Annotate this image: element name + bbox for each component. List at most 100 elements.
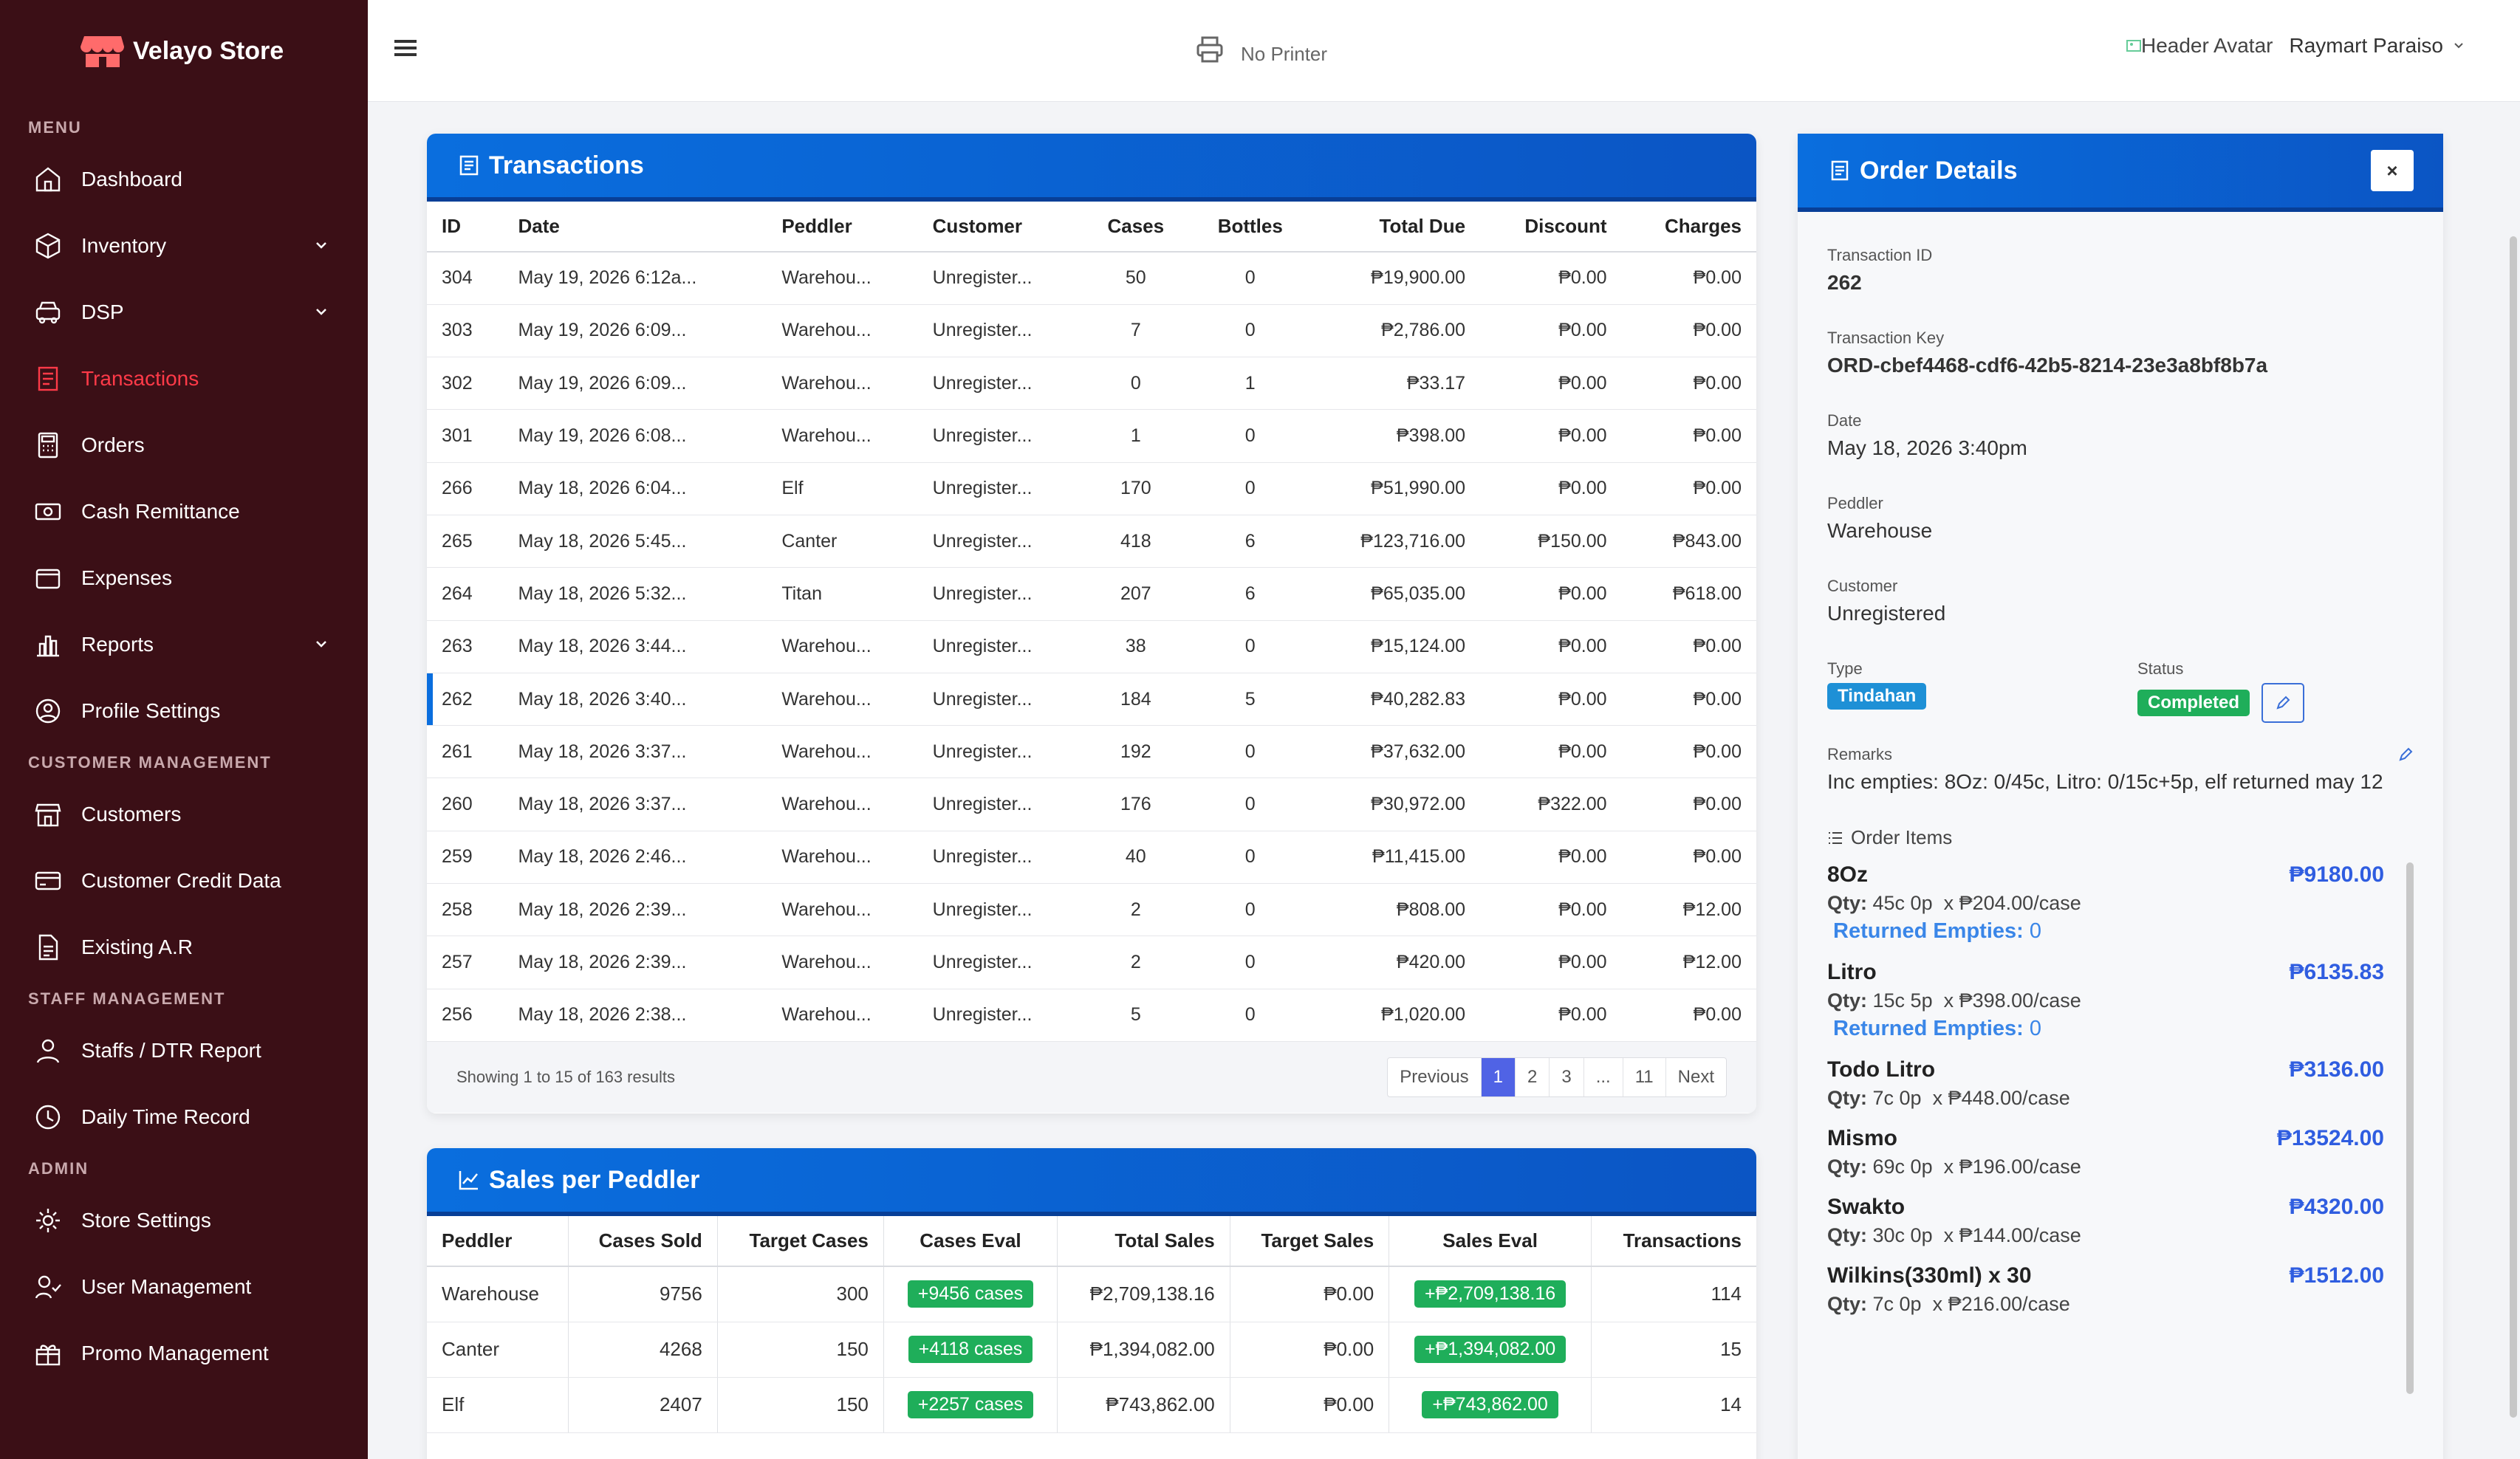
brand[interactable]: Velayo Store [0,0,368,102]
table-row[interactable]: 304 May 19, 2026 6:12a... Warehou... Unregi… [427,252,1756,305]
table-row[interactable]: 257 May 18, 2026 2:39... Warehou... Unregis… [427,936,1756,989]
cell-customer: Unregister... [917,515,1081,569]
cell-peddler: Warehou... [767,725,918,779]
page-button-11[interactable]: 11 [1623,1057,1666,1096]
column-header-id[interactable]: ID [427,202,504,253]
sidebar-item-staffs-dtr-report[interactable]: Staffs / DTR Report [0,1017,368,1084]
sidebar-item-label: Store Settings [81,1209,211,1232]
table-row[interactable]: Elf 2407 150 +2257 cases ₱743,862.00 ₱0.00 +₱7… [427,1377,1756,1433]
cell-id: 263 [427,620,504,673]
cell-peddler: Warehouse [427,1266,569,1322]
column-header-total-sales[interactable]: Total Sales [1057,1216,1230,1267]
sidebar-item-customer-credit-data[interactable]: Customer Credit Data [0,848,368,914]
section-staff-management: STAFF MANAGEMENT [28,989,226,1008]
cell-discount: ₱0.00 [1480,357,1622,411]
page-button-next[interactable]: Next [1677,1066,1714,1087]
column-header-sales-eval[interactable]: Sales Eval [1389,1216,1592,1267]
cell-total-due: ₱33.17 [1309,357,1481,411]
page-button-previous[interactable]: Previous [1388,1057,1482,1096]
sidebar-item-dsp[interactable]: DSP [0,279,368,346]
page-button-1[interactable]: 1 [1481,1057,1516,1096]
cell-date: May 18, 2026 3:44... [503,620,767,673]
table-row[interactable]: 301 May 19, 2026 6:08... Warehou... Unregis… [427,409,1756,463]
close-button[interactable]: × [2371,150,2414,191]
sidebar-item-store-settings[interactable]: Store Settings [0,1187,368,1254]
qty-label: Qty: [1827,892,1867,914]
page-button-ellipsis[interactable]: ... [1584,1057,1623,1096]
column-header-cases[interactable]: Cases [1081,202,1191,253]
page-button-2[interactable]: 2 [1516,1057,1550,1096]
edit-remarks-icon[interactable] [2397,746,2414,763]
column-header-target-sales[interactable]: Target Sales [1230,1216,1390,1267]
sidebar-item-label: Profile Settings [81,699,221,722]
cell-id: 260 [427,777,504,831]
column-header-peddler[interactable]: Peddler [767,202,918,253]
page-scrollbar[interactable] [2510,236,2517,1418]
sidebar-item-transactions[interactable]: Transactions [0,346,368,412]
column-header-bottles[interactable]: Bottles [1190,202,1310,253]
column-header-customer[interactable]: Customer [917,202,1081,253]
table-row[interactable]: 265 May 18, 2026 5:45... Canter Unregister.… [427,515,1756,569]
item-qty: 7c 0p [1872,1293,1922,1315]
column-header-target-cases[interactable]: Target Cases [717,1216,884,1267]
cell-charges: ₱0.00 [1621,304,1756,358]
table-row[interactable]: Warehouse 9756 300 +9456 cases ₱2,709,138.16… [427,1266,1756,1322]
top-header: No Printer Header Avatar Raymart Paraiso [368,0,2520,102]
table-row[interactable]: 262 May 18, 2026 3:40... Warehou... Unregis… [427,673,1756,727]
cell-peddler: Warehou... [767,409,918,463]
sidebar-item-profile-settings[interactable]: Profile Settings [0,678,368,744]
sidebar-item-user-management[interactable]: User Management [0,1254,368,1320]
table-row[interactable]: 266 May 18, 2026 6:04... Elf Unregister... 1… [427,462,1756,515]
edit-status-button[interactable] [2262,683,2305,723]
sidebar-item-daily-time-record[interactable]: Daily Time Record [0,1084,368,1150]
box-icon [35,233,61,259]
document-icon [38,934,58,961]
column-header-charges[interactable]: Charges [1621,202,1756,253]
sidebar-item-promo-management[interactable]: Promo Management [0,1320,368,1387]
returned-empties-label: Returned Empties: [1833,1017,2024,1040]
hamburger-icon[interactable] [394,38,417,58]
items-scrollbar[interactable] [2406,862,2414,1394]
cell-cases-sold: 2407 [568,1377,718,1433]
table-row[interactable]: 258 May 18, 2026 2:39... Warehou... Unregis… [427,883,1756,937]
table-row[interactable]: 302 May 19, 2026 6:09... Warehou... Unregis… [427,357,1756,411]
sidebar-item-reports[interactable]: Reports [0,611,368,678]
sidebar-item-label: Orders [81,433,145,456]
table-row[interactable]: 260 May 18, 2026 3:37... Warehou... Unregis… [427,777,1756,831]
status-label: Status [2137,659,2184,678]
sidebar-item-expenses[interactable]: Expenses [0,545,368,611]
table-row[interactable]: 256 May 18, 2026 2:38... Warehou... Unregis… [427,989,1756,1042]
column-header-date[interactable]: Date [503,202,767,253]
printer-status[interactable]: No Printer [1195,32,1327,66]
sidebar-item-inventory[interactable]: Inventory [0,213,368,279]
cell-peddler: Warehou... [767,989,918,1042]
column-header-transactions[interactable]: Transactions [1591,1216,1756,1267]
table-row[interactable]: 263 May 18, 2026 3:44... Warehou... Unregis… [427,620,1756,673]
column-header-cases-sold[interactable]: Cases Sold [568,1216,718,1267]
cell-bottles: 0 [1190,725,1310,779]
user-menu[interactable]: Header Avatar Raymart Paraiso [2126,34,2465,58]
sidebar-item-cash-remittance[interactable]: Cash Remittance [0,478,368,545]
sidebar-item-dashboard[interactable]: Dashboard [0,146,368,213]
table-row[interactable]: 264 May 18, 2026 5:32... Titan Unregister..… [427,567,1756,621]
cell-total-due: ₱19,900.00 [1309,252,1481,305]
column-header-total-due[interactable]: Total Due [1309,202,1481,253]
sidebar-item-orders[interactable]: Orders [0,412,368,478]
item-price: ₱6135.83 [2289,960,2384,984]
cell-peddler: Warehou... [767,252,918,305]
cell-customer: Unregister... [917,777,1081,831]
cell-cases: 176 [1081,777,1191,831]
sidebar-item-existing-a-r[interactable]: Existing A.R [0,914,368,981]
column-header-peddler[interactable]: Peddler [427,1216,569,1267]
cell-cases-sold: 9756 [568,1266,718,1322]
table-row[interactable]: 259 May 18, 2026 2:46... Warehou... Unregis… [427,831,1756,885]
column-header-discount[interactable]: Discount [1480,202,1622,253]
item-price: ₱1512.00 [2289,1263,2384,1288]
page-button-3[interactable]: 3 [1550,1057,1584,1096]
column-header-cases-eval[interactable]: Cases Eval [883,1216,1058,1267]
cell-cases: 50 [1081,252,1191,305]
sidebar-item-customers[interactable]: Customers [0,781,368,848]
table-row[interactable]: 303 May 19, 2026 6:09... Warehou... Unregis… [427,304,1756,358]
table-row[interactable]: 261 May 18, 2026 3:37... Warehou... Unregis… [427,725,1756,779]
table-row[interactable]: Canter 4268 150 +4118 cases ₱1,394,082.00 ₱0.… [427,1322,1756,1378]
